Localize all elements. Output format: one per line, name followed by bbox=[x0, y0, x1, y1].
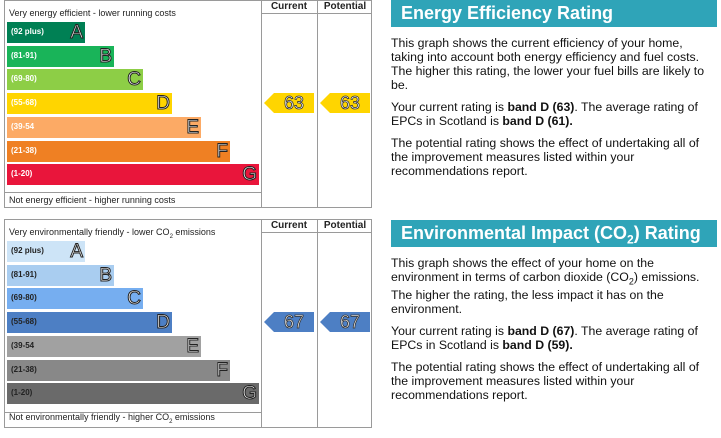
rating-band-b: (81-91) B bbox=[7, 264, 114, 286]
band-letter: F bbox=[216, 140, 229, 162]
band-range-label: (21-38) bbox=[11, 145, 37, 155]
current-column-header: Current bbox=[270, 220, 308, 231]
energy-panel-para-3: The potential rating shows the effect of… bbox=[391, 136, 700, 178]
rating-band-g: (1-20) G bbox=[7, 383, 259, 405]
chart-top-label: Very energy efficient - lower running co… bbox=[9, 8, 176, 18]
impact-panel-para-3: The potential rating shows the effect of… bbox=[391, 360, 700, 403]
column-divider bbox=[317, 1, 318, 207]
band-range-label: (92 plus) bbox=[11, 246, 44, 255]
band-range-label: (55-68) bbox=[11, 98, 37, 108]
rating-band-a: (92 plus) A bbox=[7, 241, 85, 263]
column-divider bbox=[261, 1, 262, 207]
header-divider bbox=[261, 13, 371, 14]
band-letter: F bbox=[216, 359, 229, 381]
potential-rating-arrow: 67 bbox=[320, 312, 370, 332]
energy-panel-text: This graph shows the current efficiency … bbox=[391, 36, 717, 186]
energy-panel-para-2: Your current rating is band D (63). The … bbox=[391, 100, 698, 128]
rating-band-d: (55-68) D bbox=[7, 93, 172, 115]
rating-value: 63 bbox=[339, 93, 361, 114]
current-column-header: Current bbox=[270, 1, 308, 12]
band-letter: G bbox=[242, 164, 258, 186]
rating-band-d: (55-68) D bbox=[7, 312, 172, 334]
energy-panel-title: Energy Efficiency Rating bbox=[391, 0, 717, 27]
band-letter: A bbox=[70, 241, 84, 263]
current-rating-arrow: 63 bbox=[264, 93, 314, 113]
impact-panel-text: This graph shows the effect of your home… bbox=[391, 256, 717, 410]
band-letter: C bbox=[127, 288, 142, 310]
energy-panel-para-1: This graph shows the current efficiency … bbox=[391, 36, 705, 92]
band-letter: E bbox=[186, 335, 200, 357]
rating-value: 63 bbox=[283, 93, 305, 114]
rating-band-e: (39-54 E bbox=[7, 116, 201, 138]
impact-panel-para-2: Your current rating is band D (67). The … bbox=[391, 324, 698, 353]
chart-bottom-label: Not energy efficient - higher running co… bbox=[9, 195, 176, 205]
bottom-divider bbox=[5, 192, 261, 193]
band-letter: G bbox=[242, 383, 258, 405]
band-range-label: (21-38) bbox=[11, 364, 37, 374]
band-range-label: (92 plus) bbox=[11, 27, 44, 36]
potential-rating-arrow: 63 bbox=[320, 93, 370, 113]
band-range-label: (1-20) bbox=[11, 388, 33, 398]
impact-panel-title: Environmental Impact (CO2) Rating bbox=[391, 220, 717, 247]
rating-band-f: (21-38) F bbox=[7, 140, 230, 162]
band-range-label: (69-80) bbox=[11, 293, 37, 303]
band-range-label: (39-54 bbox=[11, 340, 35, 350]
band-range-label: (81-91) bbox=[11, 50, 37, 60]
band-letter: B bbox=[99, 264, 113, 286]
rating-value: 67 bbox=[339, 312, 361, 333]
rating-band-g: (1-20) G bbox=[7, 164, 259, 186]
band-letter: A bbox=[70, 22, 84, 44]
band-range-label: (81-91) bbox=[11, 269, 37, 279]
band-letter: E bbox=[186, 116, 200, 138]
rating-band-c: (69-80) C bbox=[7, 69, 143, 91]
rating-band-f: (21-38) F bbox=[7, 359, 230, 381]
band-range-label: (55-68) bbox=[11, 317, 37, 327]
column-divider bbox=[261, 220, 262, 427]
potential-column-header: Potential bbox=[323, 220, 367, 231]
band-letter: C bbox=[127, 69, 142, 91]
potential-column-header: Potential bbox=[323, 1, 367, 12]
band-range-label: (69-80) bbox=[11, 74, 37, 84]
current-rating-arrow: 67 bbox=[264, 312, 314, 332]
rating-band-c: (69-80) C bbox=[7, 288, 143, 310]
impact-panel-para-1: This graph shows the effect of your home… bbox=[391, 256, 700, 317]
rating-value: 67 bbox=[283, 312, 305, 333]
rating-band-e: (39-54 E bbox=[7, 335, 201, 357]
rating-band-a: (92 plus) A bbox=[7, 22, 85, 44]
environmental-impact-chart: Current Potential Very environmentally f… bbox=[4, 219, 372, 428]
band-range-label: (1-20) bbox=[11, 169, 33, 179]
chart-top-label: Very environmentally friendly - lower CO… bbox=[9, 227, 216, 240]
column-divider bbox=[317, 220, 318, 427]
bottom-divider bbox=[5, 412, 261, 413]
energy-efficiency-chart: Current Potential Very energy efficient … bbox=[4, 0, 372, 208]
band-letter: B bbox=[99, 45, 113, 67]
rating-band-b: (81-91) B bbox=[7, 45, 114, 67]
band-letter: D bbox=[156, 93, 171, 115]
chart-bottom-label: Not environmentally friendly - higher CO… bbox=[9, 412, 215, 425]
band-range-label: (39-54 bbox=[11, 121, 35, 131]
header-divider bbox=[261, 232, 371, 233]
band-letter: D bbox=[156, 312, 171, 334]
